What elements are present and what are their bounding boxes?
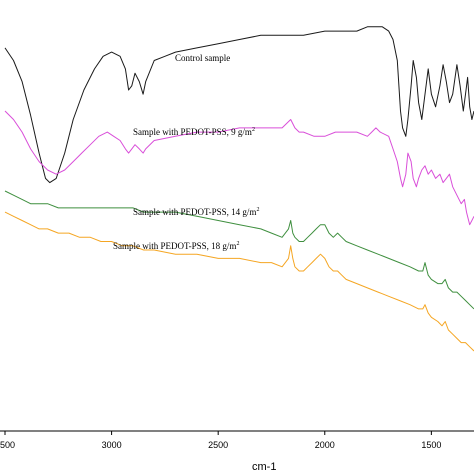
x-tick-label: 3000	[102, 440, 122, 450]
x-tick-label: 2000	[315, 440, 335, 450]
series-layer	[4, 26, 474, 352]
series-line-2	[4, 110, 474, 226]
x-axis-title: cm-1	[252, 461, 276, 473]
annotation-14gm2: Sample with PEDOT-PSS, 14 g/m2	[133, 207, 259, 217]
series-line-1	[4, 26, 474, 184]
x-tick-label: 1500	[421, 440, 441, 450]
annotation-9gm2: Sample with PEDOT-PSS, 9 g/m2	[133, 127, 255, 137]
annotation-18gm2: Sample with PEDOT-PSS, 18 g/m2	[113, 241, 239, 251]
x-tick-label: 2500	[208, 440, 228, 450]
annotation-control: Control sample	[175, 53, 230, 63]
series-line-3	[4, 190, 474, 310]
series-line-4	[4, 211, 474, 352]
x-axis-ticks: 3500 3000 2500 2000 1500	[0, 431, 441, 450]
x-tick-label: 3500	[0, 440, 15, 450]
